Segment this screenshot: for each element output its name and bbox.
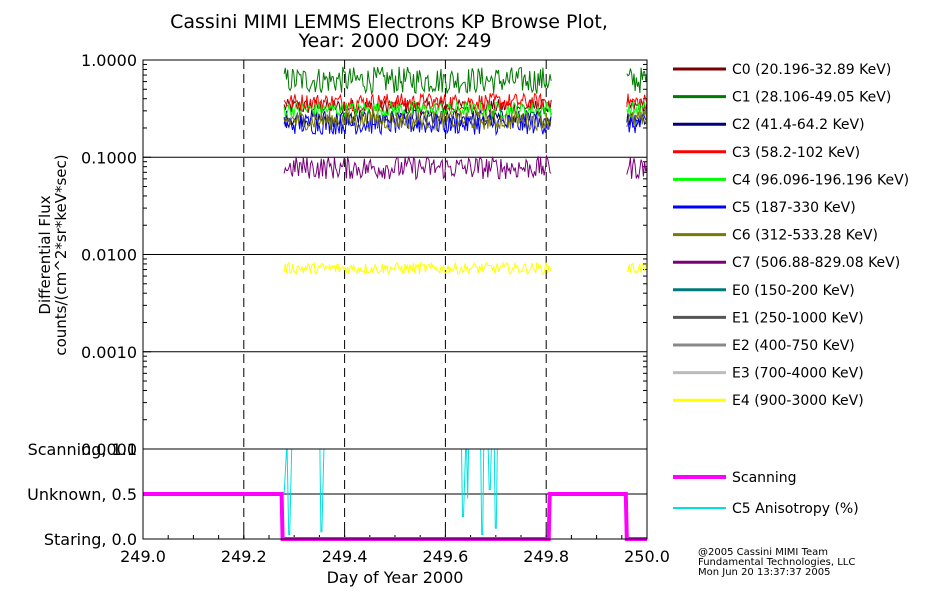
legend-entry-label: C5 Anisotropy (%)	[732, 501, 859, 517]
flux-series-line	[283, 66, 552, 96]
scanning-line	[143, 492, 647, 541]
scan-y-tick-label: Staring, 0.0	[44, 530, 137, 549]
flux-series-line	[283, 109, 552, 132]
legend-entry-label: C0 (20.196-32.89 KeV)	[732, 62, 891, 78]
flux-y-tick-label: 0.0010	[81, 343, 137, 362]
scan-y-tick-label: Scanning, 1.0	[28, 440, 137, 459]
flux-series-line	[283, 261, 552, 276]
legend-entry-label: C3 (58.2-102 KeV)	[732, 145, 860, 161]
flux-series-line	[626, 93, 648, 110]
legend-entry-label: C4 (96.096-196.196 KeV)	[732, 172, 909, 188]
legend-entry-label: E2 (400-750 KeV)	[732, 338, 855, 354]
x-tick-label: 249.4	[322, 547, 368, 566]
flux-series-line	[626, 112, 648, 127]
x-axis-label: Day of Year 2000	[327, 568, 464, 587]
legend-entry-label: C2 (41.4-64.2 KeV)	[732, 117, 865, 133]
legend-entry-label: C7 (506.88-829.08 KeV)	[732, 255, 900, 271]
flux-series-line	[626, 262, 648, 275]
legend-entry-label: Scanning	[732, 470, 797, 486]
y-axis-label-units: counts/(cm^2*sr*keV*sec)	[52, 154, 70, 355]
y-axis-label: Differential Flux	[36, 195, 54, 314]
x-tick-label: 249.6	[422, 547, 468, 566]
scan-panel-frame	[142, 448, 648, 540]
scan-y-tick-label: Unknown, 0.5	[27, 485, 137, 504]
scan-legend: Scanning C5 Anisotropy (%)	[673, 470, 859, 517]
flux-series-line	[626, 110, 648, 129]
credit-line-3: Mon Jun 20 13:37:37 2005	[698, 567, 831, 578]
flux-legend: C0 (20.196-32.89 KeV) C1 (28.106-49.05 Ke…	[673, 62, 909, 409]
x-tick-label: 250.0	[624, 547, 670, 566]
legend-entry-label: E3 (700-4000 KeV)	[732, 366, 864, 382]
flux-panel: 1.0000 0.1000 0.0100 0.0010 0.0001	[81, 51, 648, 539]
flux-y-tick-label: 0.1000	[81, 148, 137, 167]
x-tick-label: 249.0	[120, 547, 166, 566]
legend-entry-label: E0 (150-200 KeV)	[732, 283, 855, 299]
credit-line-2: Fundamental Technologies, LLC	[698, 557, 855, 568]
x-tick-label: 249.8	[523, 547, 569, 566]
anisotropy-line	[283, 448, 552, 535]
legend-entry-label: E4 (900-3000 KeV)	[732, 393, 864, 409]
flux-y-tick-label: 0.0100	[81, 246, 137, 265]
flux-series-line	[283, 100, 552, 119]
x-tick-label: 249.2	[221, 547, 267, 566]
flux-series-line	[626, 157, 648, 180]
flux-y-tick-label: 1.0000	[81, 51, 137, 70]
legend-entry-label: C1 (28.106-49.05 KeV)	[732, 90, 891, 106]
legend-entry-label: C5 (187-330 KeV)	[732, 200, 856, 216]
legend-entry-label: C6 (312-533.28 KeV)	[732, 228, 878, 244]
credit-line-1: @2005 Cassini MIMI Team	[698, 547, 828, 558]
flux-series-line	[626, 67, 648, 94]
chart-title: Cassini MIMI LEMMS Electrons KP Browse P…	[170, 11, 608, 33]
legend-entry-label: E1 (250-1000 KeV)	[732, 310, 864, 326]
flux-series-line	[283, 154, 552, 181]
flux-y-tick-label: 0.0001	[81, 440, 137, 459]
chart-subtitle: Year: 2000 DOY: 249	[297, 30, 491, 52]
